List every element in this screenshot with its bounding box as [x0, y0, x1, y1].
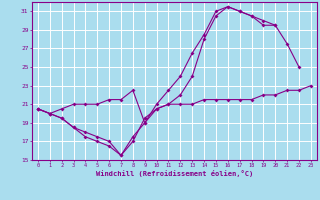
- X-axis label: Windchill (Refroidissement éolien,°C): Windchill (Refroidissement éolien,°C): [96, 170, 253, 177]
